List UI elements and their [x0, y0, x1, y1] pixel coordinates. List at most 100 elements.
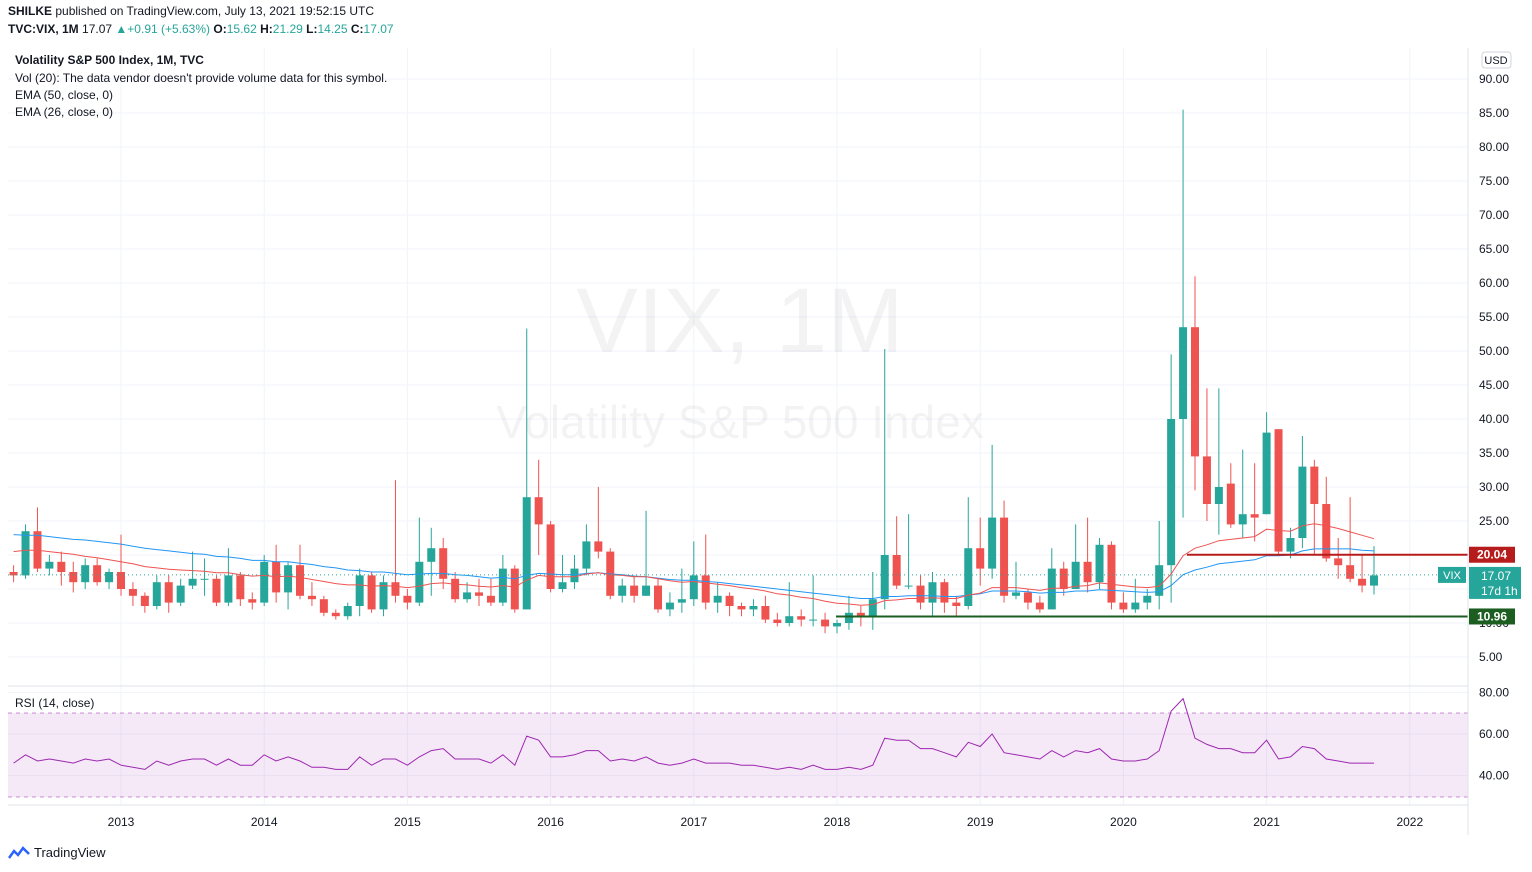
candle-body [689, 575, 698, 600]
time-tick-label: 2019 [967, 815, 994, 829]
last-price-label: 17.07 [1481, 569, 1511, 583]
candle-body [1298, 466, 1307, 538]
candle-body [725, 595, 734, 606]
candle-body [343, 606, 352, 617]
candle-body [1167, 419, 1176, 566]
rsi-line [13, 697, 1374, 770]
candle-body [307, 595, 316, 600]
candle-body [1191, 327, 1199, 457]
candle-body [439, 548, 448, 579]
candle-body [260, 561, 269, 603]
candle-body [677, 599, 686, 603]
price-tick-label: 55.00 [1479, 310, 1509, 324]
candle-body [200, 578, 209, 580]
candle-body [594, 541, 603, 552]
legend-ema50[interactable]: EMA (50, close, 0) [15, 88, 114, 102]
published-text: published on TradingView.com, July 13, 2… [55, 4, 375, 18]
candle-body [940, 582, 949, 603]
candle-body [522, 497, 531, 610]
candle-body [1000, 517, 1009, 596]
rsi-legend[interactable]: RSI (14, close) [15, 696, 95, 710]
candle-body [510, 568, 519, 610]
candle-body [856, 612, 865, 617]
candle-body [1155, 565, 1164, 596]
time-tick-label: 2014 [251, 815, 278, 829]
bar-countdown-label: 17d 1h [1481, 584, 1518, 598]
footer-brand-text: TradingView [34, 845, 106, 860]
candle-body [463, 592, 472, 600]
horizontal-line-label: 10.96 [1477, 609, 1507, 623]
candle-body [642, 585, 651, 596]
currency-label: USD [1484, 55, 1507, 67]
symbol-tag-bg [1438, 566, 1466, 583]
candle-body [1071, 561, 1080, 589]
price-tick-label: 35.00 [1479, 446, 1509, 460]
time-axis[interactable]: 2013 2014 2015 2016 2017 2018 2019 2020 2021 2022 [108, 815, 1424, 829]
legend-volume[interactable]: Vol (20): The data vendor doesn't provid… [15, 71, 388, 85]
candle-body [486, 595, 495, 603]
high-label: H: [260, 22, 273, 36]
legend-title[interactable]: Volatility S&P 500 Index, 1M, TVC [15, 53, 204, 67]
candle-body [188, 578, 197, 586]
watermark-symbol: VIX, 1M [576, 270, 903, 372]
time-tick-label: 2013 [108, 815, 135, 829]
price-tick-label: 65.00 [1479, 242, 1509, 256]
symbol[interactable]: TVC:VIX, 1M [8, 22, 79, 36]
footer-brand[interactable]: TradingView [7, 845, 106, 860]
candle-body [713, 595, 722, 603]
open-label: O: [213, 22, 227, 36]
candle-body [1012, 592, 1020, 596]
candle-body [737, 606, 746, 610]
publish-info: SHILKE published on TradingView.com, Jul… [8, 4, 374, 18]
rsi-band [8, 713, 1468, 797]
currency-button[interactable] [1481, 51, 1512, 69]
candle-body [665, 602, 674, 610]
horizontal-line-label: 20.04 [1477, 548, 1507, 562]
ohlc-bar: TVC:VIX, 1M 17.07 ▲+0.91 (+5.63%) O:15.6… [8, 22, 394, 36]
candle-body [1059, 568, 1068, 589]
candle-body [844, 612, 853, 623]
price-tick-label: 25.00 [1479, 514, 1509, 528]
candle-body [45, 561, 54, 569]
candle-body [1238, 514, 1247, 525]
rsi-axis: 40.00 60.00 80.00 [1479, 685, 1509, 782]
candle-body [21, 531, 30, 576]
candle-body [1119, 602, 1128, 610]
candle-body [57, 561, 66, 572]
author[interactable]: SHILKE [8, 4, 53, 18]
price-tick-label: 75.00 [1479, 174, 1509, 188]
horizontal-lines[interactable] [8, 553, 1468, 618]
price-tick-label: 30.00 [1479, 480, 1509, 494]
candle-body [773, 619, 782, 623]
change-value: ▲ [115, 22, 128, 36]
candle-body [582, 541, 591, 569]
candle-body [1370, 575, 1378, 586]
candle-body [1202, 456, 1211, 504]
candle-body [236, 575, 245, 600]
candle-body [1226, 483, 1235, 525]
candle-body [69, 572, 78, 583]
candle-body [331, 612, 340, 617]
candle-body [1286, 538, 1295, 552]
candle-body [892, 555, 901, 586]
price-tick-label: 45.00 [1479, 378, 1509, 392]
candle-body [451, 578, 460, 600]
candle-body [630, 585, 639, 596]
candle-body [570, 568, 579, 583]
candle-body [749, 606, 758, 610]
legend-ema26[interactable]: EMA (26, close, 0) [15, 105, 114, 119]
candle-body [1179, 327, 1188, 419]
candle-body [1214, 487, 1223, 504]
candle-body [964, 548, 973, 606]
last-price-label-bg [1469, 566, 1521, 599]
candle-body [128, 589, 137, 596]
price-tick-label: 90.00 [1479, 72, 1509, 86]
rsi-tick-label: 80.00 [1479, 685, 1509, 699]
candle-body [1250, 514, 1259, 518]
candle-body [152, 582, 161, 606]
candle-body [534, 497, 543, 525]
price-tick-label: 80.00 [1479, 140, 1509, 154]
candle-body [212, 578, 221, 603]
